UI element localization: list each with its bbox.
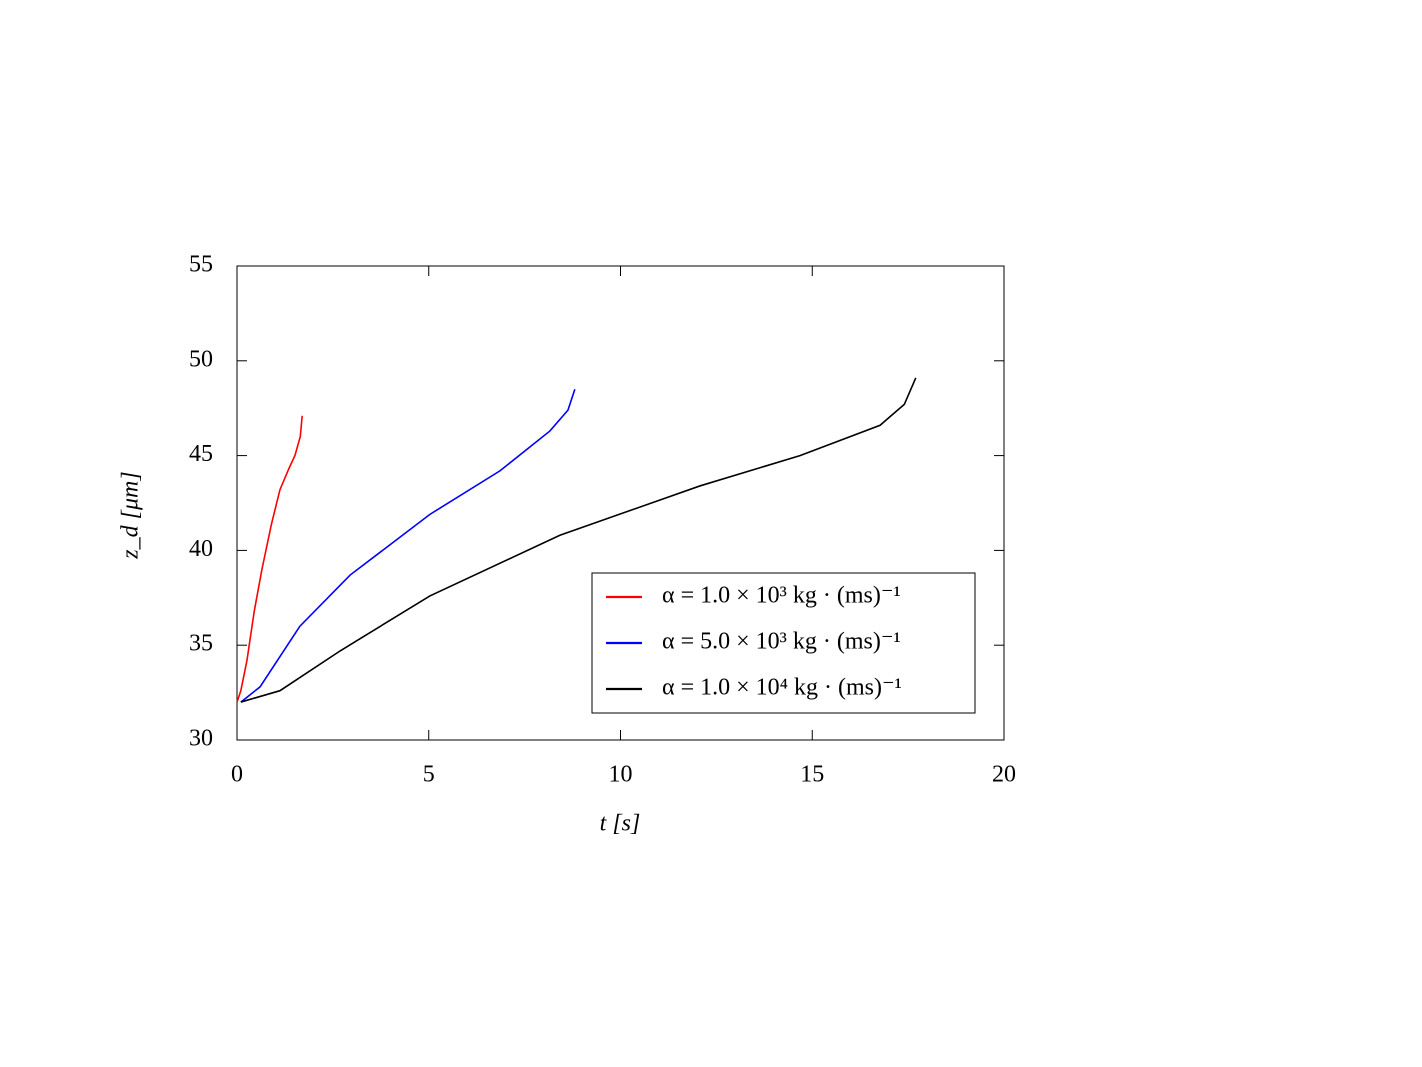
y-tick-label: 40 xyxy=(189,536,213,562)
line xyxy=(240,377,917,703)
y-tick-label: 35 xyxy=(189,631,213,657)
y-tick-label: 50 xyxy=(189,346,213,372)
x-tick-label: 0 xyxy=(231,762,243,788)
legend-label: α = 1.0 × 10³ kg · (ms)⁻¹ xyxy=(662,583,901,609)
line xyxy=(240,388,576,703)
y-tick-label: 55 xyxy=(189,252,213,278)
legend-label: α = 5.0 × 10³ kg · (ms)⁻¹ xyxy=(662,629,901,655)
legend-label: α = 1.0 × 10⁴ kg · (ms)⁻¹ xyxy=(662,675,902,701)
y-tick-label: 45 xyxy=(189,441,213,467)
x-tick-label: 10 xyxy=(609,762,633,788)
x-tick-label: 20 xyxy=(992,762,1016,788)
plot-frame xyxy=(236,265,1005,741)
x-tick-label: 5 xyxy=(423,762,435,788)
y-axis-label: z_d [μm] xyxy=(118,471,144,559)
y-tick-label: 30 xyxy=(189,726,213,752)
x-axis-label: t [s] xyxy=(600,811,641,837)
legend-box xyxy=(591,572,976,714)
line xyxy=(236,415,303,703)
x-tick-label: 15 xyxy=(800,762,824,788)
